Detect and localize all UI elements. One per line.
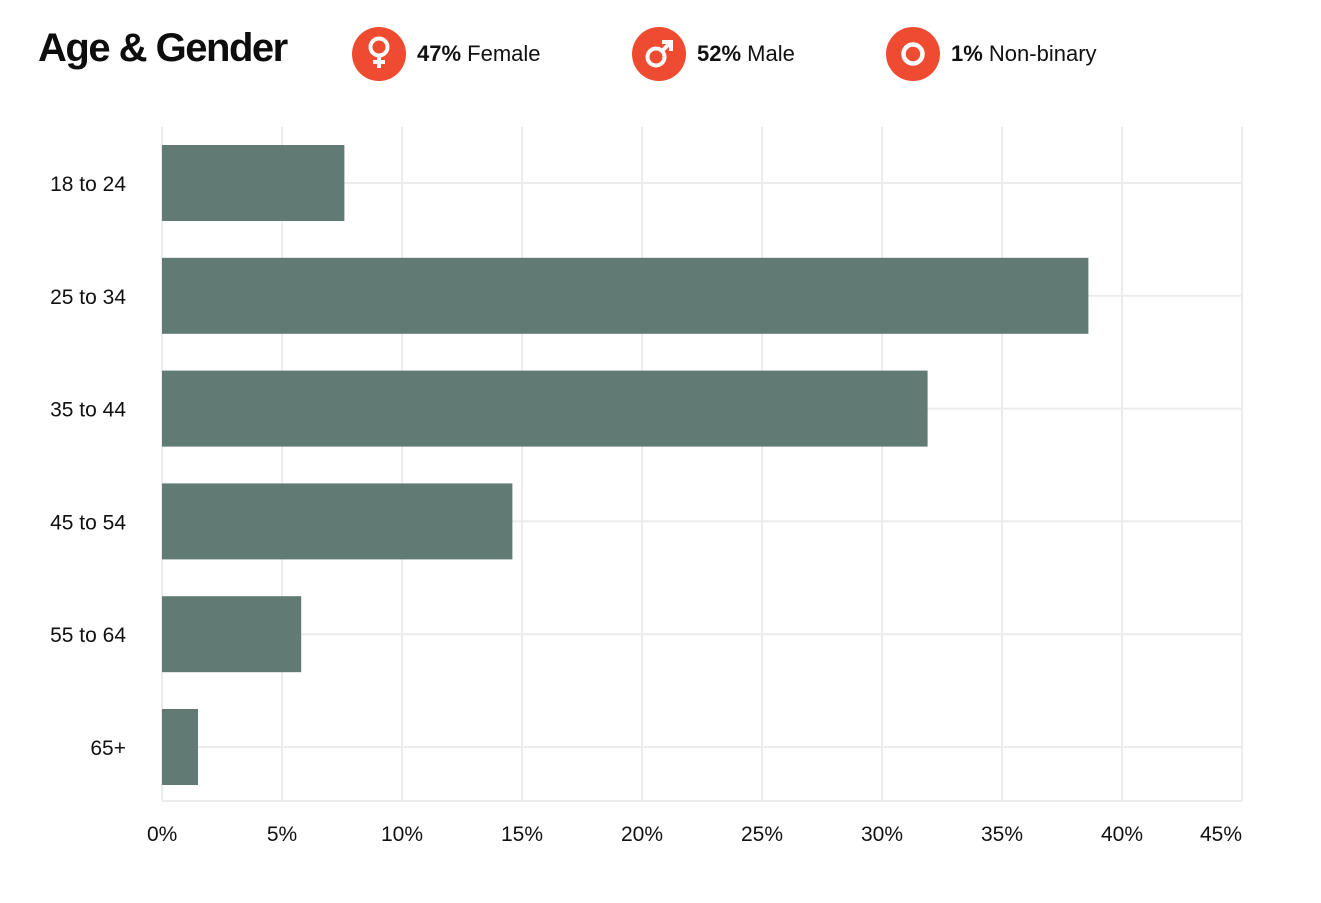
bar	[162, 257, 1089, 334]
male-label: Male	[747, 41, 795, 66]
x-tick-label: 30%	[861, 823, 903, 846]
non-binary-percent: 1%	[951, 41, 983, 66]
x-tick-label: 20%	[621, 823, 663, 846]
y-tick-label: 45 to 54	[50, 511, 126, 534]
female-percent: 47%	[417, 41, 462, 66]
female-symbol-icon	[352, 27, 406, 81]
y-tick-label: 65+	[90, 737, 126, 760]
x-tick-label: 35%	[981, 823, 1023, 846]
x-tick-label: 15%	[501, 823, 543, 846]
non-binary-label: Non-binary	[988, 41, 1097, 66]
non-binary-stat: 1% Non-binary	[886, 27, 1097, 81]
x-tick-label: 45%	[1200, 823, 1242, 846]
female-label: Female	[467, 41, 541, 66]
y-tick-label: 18 to 24	[50, 173, 126, 196]
x-tick-label: 25%	[741, 823, 783, 846]
bar	[162, 370, 928, 447]
bar	[162, 596, 302, 673]
non-binary-symbol-icon	[886, 27, 940, 81]
male-percent: 52%	[697, 41, 742, 66]
male-stat: 52% Male	[632, 27, 795, 81]
bar	[162, 709, 198, 785]
y-tick-label: 35 to 44	[50, 399, 126, 422]
bar	[162, 145, 345, 221]
x-tick-label: 0%	[147, 823, 177, 846]
page-title: Age & Gender	[38, 26, 288, 70]
male-symbol-icon	[632, 27, 686, 81]
female-stat: 47% Female	[352, 27, 541, 81]
x-tick-label: 5%	[267, 823, 297, 846]
bar	[162, 483, 513, 560]
x-tick-label: 40%	[1101, 823, 1143, 846]
y-tick-label: 25 to 34	[50, 286, 126, 309]
y-tick-label: 55 to 64	[50, 624, 126, 647]
x-tick-label: 10%	[381, 823, 423, 846]
